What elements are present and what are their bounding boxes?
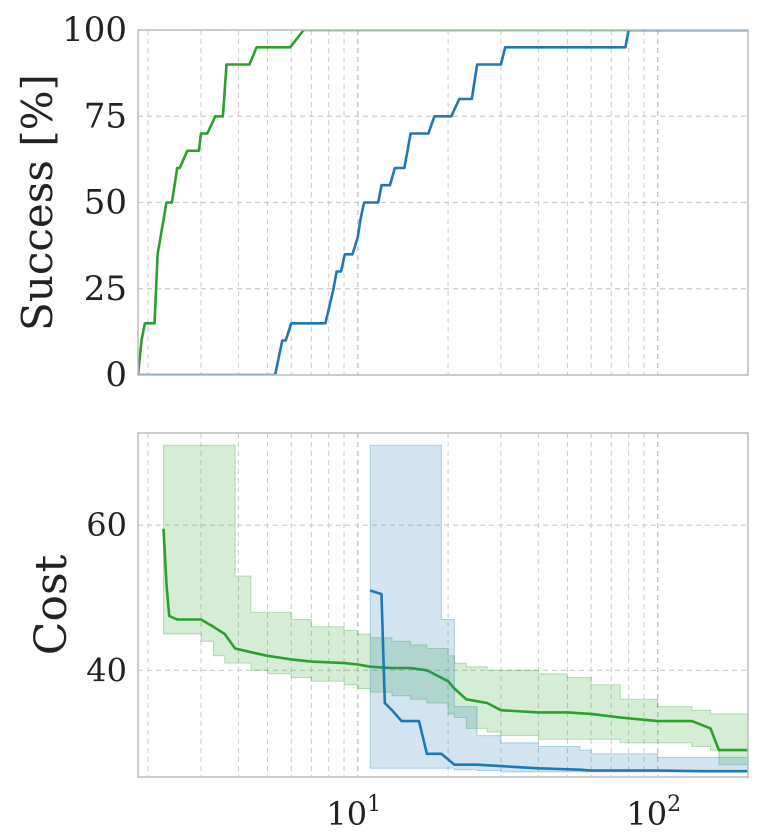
success-ytick-label: 75 <box>84 96 127 136</box>
cost-series-blue-band <box>369 444 748 773</box>
cost-series-green-band <box>163 444 748 772</box>
cost-xtick-label: 102 <box>626 792 681 833</box>
success-ytick-label: 100 <box>62 10 127 50</box>
success-grid <box>138 30 748 375</box>
cost-series-blue-line <box>369 589 748 773</box>
success-series-blue-line <box>138 30 748 375</box>
success-frame <box>137 29 749 376</box>
success-series-green-line <box>138 30 748 375</box>
success-y-axis-label: Success [%] <box>13 74 62 331</box>
cost-series-green-line <box>162 528 748 752</box>
cost-frame <box>137 432 749 778</box>
cost-ytick-label: 60 <box>86 506 127 544</box>
success-plot <box>138 30 748 375</box>
success-ytick-label: 25 <box>84 269 127 309</box>
success-ytick-label: 50 <box>84 183 127 223</box>
cost-plot <box>162 444 748 773</box>
cost-xtick-label: 101 <box>326 792 381 833</box>
cost-grid <box>138 433 748 777</box>
cost-ytick-label: 40 <box>86 651 127 689</box>
cost-y-axis-label: Cost <box>26 554 77 655</box>
success-ytick-label: 0 <box>105 355 127 395</box>
